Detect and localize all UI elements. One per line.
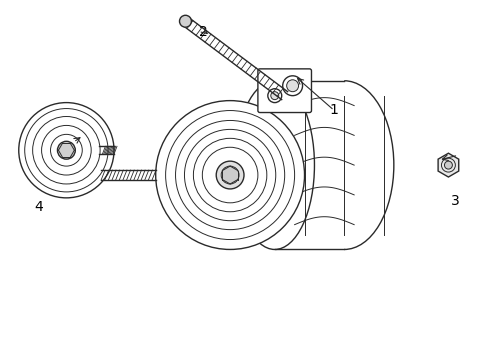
Ellipse shape	[286, 80, 298, 92]
Ellipse shape	[221, 166, 239, 184]
Polygon shape	[437, 153, 458, 177]
Ellipse shape	[282, 76, 302, 96]
Ellipse shape	[179, 15, 191, 27]
Text: 2: 2	[199, 25, 207, 39]
Ellipse shape	[57, 141, 75, 159]
Ellipse shape	[444, 161, 451, 169]
Ellipse shape	[155, 100, 304, 249]
FancyBboxPatch shape	[257, 69, 311, 113]
Ellipse shape	[19, 103, 114, 198]
Text: 3: 3	[450, 194, 459, 208]
Ellipse shape	[216, 161, 244, 189]
Ellipse shape	[235, 81, 314, 249]
Ellipse shape	[270, 92, 278, 100]
Text: 4: 4	[34, 200, 42, 214]
Ellipse shape	[267, 89, 281, 103]
Text: 1: 1	[329, 103, 338, 117]
